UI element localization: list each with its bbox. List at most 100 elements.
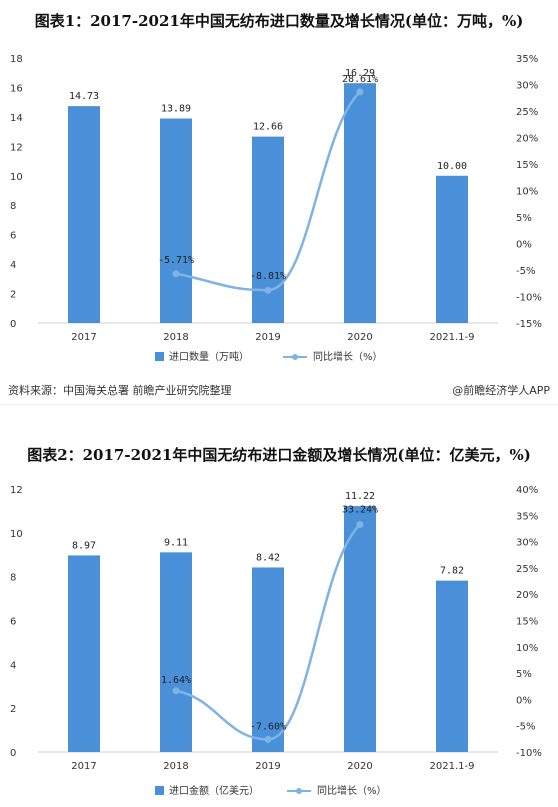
bar [436,175,468,323]
import-value-chart: 0 2 4 6 8 10 12 -10% -5% 0% 5% 10% 15% 20% 25% 30% 35% 40… [10,485,542,797]
divider [0,404,558,405]
growth-value-label: -7.60% [250,721,286,732]
y2-tick-label: 5% [516,213,532,224]
growth-point [264,286,272,294]
bar [252,136,284,323]
bar-value-label: 16.29 [345,68,375,79]
y2-tick-label: 0% [516,240,532,251]
x-tick-label: 2019 [255,332,280,343]
growth-point [264,735,272,743]
y2-tick-label: 25% [516,564,538,575]
bar-value-label: 8.42 [256,552,280,563]
x-tick-label: 2018 [163,332,188,343]
x-tick-label: 2017 [71,761,96,772]
bar [68,106,100,324]
growth-value-label: 1.64% [161,675,191,686]
x-tick-label: 2020 [347,761,372,772]
legend-bar-swatch [155,352,164,361]
y2-tick-label: -10% [516,748,542,759]
brand-text: @前瞻经济学人APP [452,384,550,397]
y2-tick-label: 30% [516,538,538,549]
legend-bar-swatch [155,786,164,795]
x-tick-label: 2020 [347,332,372,343]
chart-panel-import-volume: 图表1：2017-2021年中国无纺布进口数量及增长情况(单位：万吨，%) 0 2… [0,0,558,400]
y-tick-label: 6 [10,617,16,628]
y2-tick-label: 25% [516,107,538,118]
x-tick-label: 2018 [163,761,188,772]
y-tick-label: 12 [10,142,23,153]
growth-value-label: 33.24% [342,505,378,516]
y2-tick-label: 35% [516,511,538,522]
y2-tick-label: 40% [516,485,538,496]
growth-value-label: -5.71% [158,255,194,266]
y-tick-label: 14 [10,113,23,124]
growth-value-label: -8.81% [250,271,286,282]
y2-tick-label: -5% [516,266,535,277]
y2-tick-label: 30% [516,81,538,92]
legend-line-label: 同比增长（%） [317,784,387,797]
growth-line [175,523,361,741]
x-tick-label: 2021.1-9 [430,332,475,343]
bar [344,506,376,752]
import-volume-chart: 0 2 4 6 8 10 12 14 16 18 -15% -10% -5% 0% 5% 10% 15% 20% 2… [10,54,542,363]
y-tick-label: 10 [10,529,23,540]
y-tick-label: 0 [10,748,16,759]
legend-line-marker [296,788,302,794]
y2-tick-label: 15% [516,617,538,628]
bar [344,83,376,323]
bar [160,118,192,323]
legend-bar-label: 进口金额（亿美元） [169,784,259,797]
growth-point [172,687,180,695]
y2-tick-label: 20% [516,590,538,601]
chart-title: 图表2：2017-2021年中国无纺布进口金额及增长情况(单位：亿美元，%) [27,446,531,464]
bar [436,580,468,752]
x-tick-label: 2019 [255,761,280,772]
growth-point [356,88,364,96]
y2-tick-label: 0% [516,695,532,706]
x-tick-label: 2017 [71,332,96,343]
y2-tick-label: 15% [516,160,538,171]
y-tick-label: 4 [10,260,16,271]
y-tick-label: 10 [10,172,23,183]
bar-value-label: 7.82 [440,566,464,577]
y-tick-label: 2 [10,704,16,715]
y-tick-label: 6 [10,231,16,242]
bar-value-label: 11.22 [345,491,375,502]
bar-value-label: 14.73 [69,91,99,102]
bar [252,567,284,752]
y2-tick-label: 10% [516,643,538,654]
y-tick-label: 0 [10,319,16,330]
y2-tick-label: 35% [516,54,538,65]
y2-tick-label: 5% [516,669,532,680]
growth-point [172,270,180,278]
chart-title: 图表1：2017-2021年中国无纺布进口数量及增长情况(单位：万吨，%) [34,12,524,30]
y2-tick-label: -5% [516,722,535,733]
source-text: 资料来源：中国海关总署 前瞻产业研究院整理 [8,384,232,397]
bar-value-label: 13.89 [161,104,191,115]
growth-value-label: 28.61% [342,74,378,85]
y2-tick-label: 20% [516,134,538,145]
chart-panel-import-value: 图表2：2017-2021年中国无纺布进口金额及增长情况(单位：亿美元，%) 0… [0,438,558,807]
y2-tick-label: -15% [516,319,542,330]
y2-tick-label: -10% [516,293,542,304]
bar-value-label: 8.97 [72,540,96,551]
y-tick-label: 16 [10,83,23,94]
y2-tick-label: 10% [516,187,538,198]
y-tick-label: 4 [10,660,16,671]
y-tick-label: 12 [10,485,23,496]
bar [68,555,100,752]
y-tick-label: 18 [10,54,23,65]
bar-value-label: 9.11 [164,537,188,548]
bar [160,552,192,752]
y-tick-label: 8 [10,573,16,584]
legend-bar-label: 进口数量（万吨） [169,350,249,363]
legend-line-label: 同比增长（%） [313,350,383,363]
x-tick-label: 2021.1-9 [430,761,475,772]
bar-value-label: 12.66 [253,122,283,133]
growth-line [175,90,361,292]
bar-value-label: 10.00 [437,161,467,172]
legend-line-marker [292,354,298,360]
y-tick-label: 2 [10,290,16,301]
growth-point [356,521,364,529]
y-tick-label: 8 [10,201,16,212]
